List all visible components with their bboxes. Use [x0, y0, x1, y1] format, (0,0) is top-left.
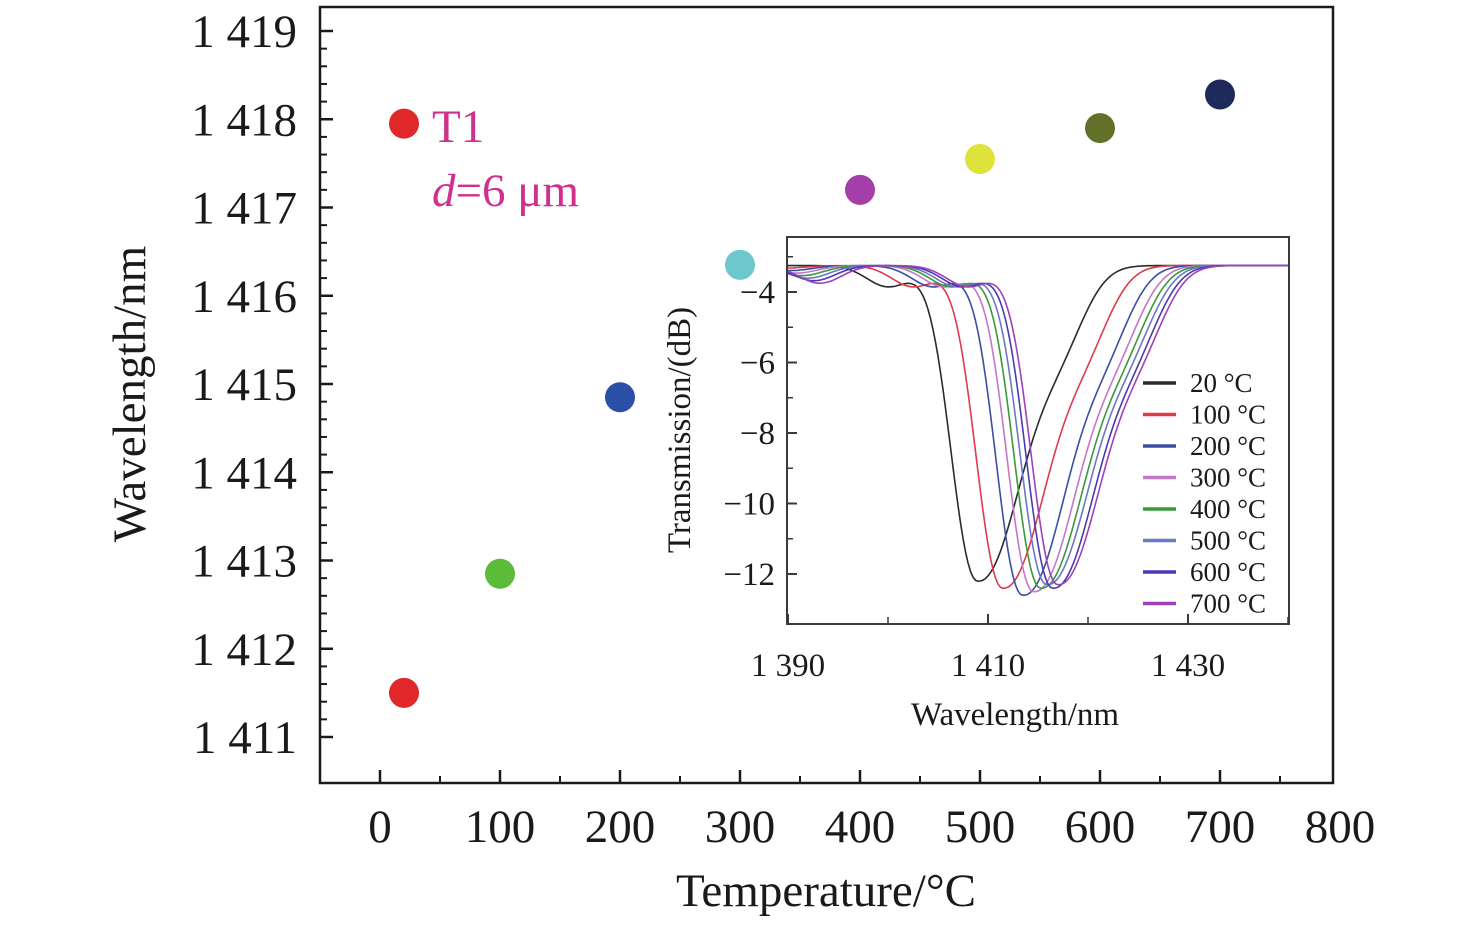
legend-label: 200 °C: [1190, 431, 1266, 461]
legend-label: 400 °C: [1190, 494, 1266, 524]
data-point: [845, 174, 875, 205]
y-axis-title: Wavelength/nm: [104, 246, 156, 542]
data-point: [965, 143, 995, 174]
y-tick-label: 1 415: [191, 359, 297, 411]
inset-x-tick-label: 1 390: [751, 648, 825, 684]
y-tick-label: 1 411: [193, 712, 297, 764]
x-tick-label: 200: [585, 801, 656, 853]
data-point: [605, 382, 635, 413]
data-point: [485, 558, 515, 589]
inset-plot-frame: [786, 236, 1290, 625]
inset-ticks: [787, 256, 1289, 624]
inset-curves: [788, 264, 1288, 597]
x-tick-label: 100: [465, 801, 536, 853]
y-tick-label: 1 418: [191, 94, 297, 146]
inset-series-line: [788, 264, 1288, 586]
inset-y-tick-label: −8: [740, 416, 775, 452]
x-tick-label: 600: [1065, 801, 1136, 853]
inset-x-tick-label: 1 430: [1151, 648, 1225, 684]
inset-y-axis-title: Transmission/(dB): [662, 307, 698, 553]
legend-label: 100 °C: [1190, 400, 1266, 430]
y-tick-label: 1 417: [191, 183, 297, 235]
y-tick-label: 1 416: [191, 271, 297, 323]
legend-label: 300 °C: [1190, 463, 1266, 493]
legend-label: 700 °C: [1190, 589, 1266, 619]
main-labels: 1 411 1 412 1 413 1 414 1 415 1 416 1 417 1 418…: [191, 6, 1375, 853]
x-tick-label: 800: [1305, 801, 1376, 853]
legend-label: 500 °C: [1190, 526, 1266, 556]
x-tick-label: 0: [368, 801, 392, 853]
main-points: [389, 79, 1235, 708]
data-point: [1205, 79, 1235, 110]
annotation-label: T1: [432, 101, 484, 153]
annotation-marker: [389, 108, 419, 139]
inset-y-tick-label: −12: [723, 557, 775, 593]
inset-labels: −4 −6 −8 −10 −12 1 390 1 410 1 430: [723, 275, 1225, 684]
inset-x-axis-title: Wavelength/nm: [911, 697, 1119, 733]
inset-background: [787, 237, 1289, 624]
y-tick-label: 1 413: [191, 536, 297, 588]
annotation-rest: =6 μm: [456, 165, 580, 217]
data-point: [1085, 113, 1115, 144]
y-tick-label: 1 419: [191, 6, 297, 58]
x-tick-label: 300: [705, 801, 776, 853]
inset-y-tick-label: −6: [740, 346, 775, 382]
y-tick-label: 1 412: [191, 624, 297, 676]
annotation-d: d: [432, 165, 456, 217]
data-point: [725, 249, 755, 280]
data-point: [389, 677, 419, 708]
x-tick-label: 400: [825, 801, 896, 853]
inset-x-tick-label: 1 410: [951, 648, 1025, 684]
legend-label: 600 °C: [1190, 557, 1266, 587]
x-axis-title: Temperature/°C: [676, 865, 976, 917]
legend-label: 20 °C: [1190, 368, 1253, 398]
main-ticks: [320, 29, 1281, 783]
inset-y-tick-label: −4: [740, 275, 775, 311]
x-tick-label: 500: [945, 801, 1016, 853]
series-annotation: T1 d=6 μm: [389, 101, 579, 217]
annotation-sublabel: d=6 μm: [432, 165, 579, 217]
y-tick-label: 1 414: [191, 447, 297, 499]
inset-y-tick-label: −10: [723, 487, 775, 523]
main-plot-frame: [318, 5, 1335, 785]
x-tick-label: 700: [1185, 801, 1256, 853]
